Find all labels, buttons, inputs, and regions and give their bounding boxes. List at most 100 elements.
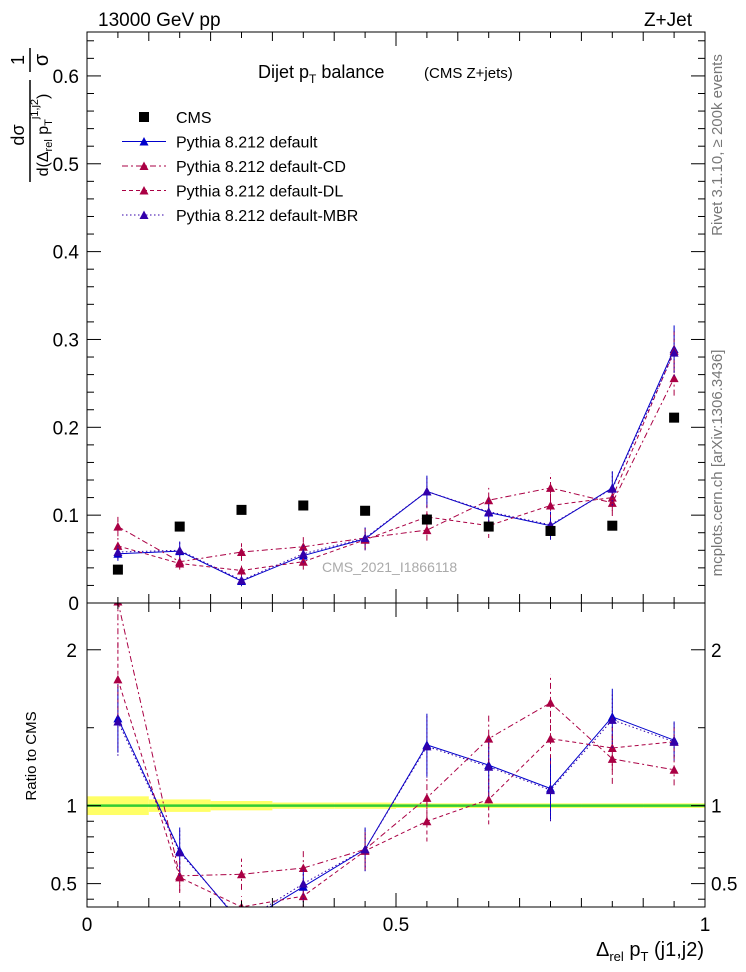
series-point-dashdot bbox=[669, 373, 679, 383]
ratio-point-solid bbox=[237, 920, 246, 929]
main-ytick-label: 0.4 bbox=[53, 243, 80, 264]
ratio-point-dashdot bbox=[298, 863, 308, 873]
legend-label: CMS bbox=[176, 110, 212, 127]
xtick-label: 0.5 bbox=[383, 915, 409, 936]
ratio-frame bbox=[86, 602, 706, 908]
cms-data-point bbox=[174, 521, 185, 532]
series-point-dotted bbox=[175, 545, 185, 555]
ratio-point-dashed bbox=[298, 891, 308, 901]
ratio-series-line-dotted bbox=[117, 719, 675, 907]
cms-data-point bbox=[236, 504, 247, 515]
cms-data-point bbox=[607, 520, 618, 531]
series-point-dashed bbox=[237, 565, 246, 575]
series-point-dotted bbox=[298, 549, 308, 558]
ratio-point-dotted bbox=[607, 715, 617, 724]
ratio-ytick-label-right: 0.5 bbox=[711, 875, 737, 896]
series-point-dashdot bbox=[237, 547, 246, 557]
cms-data-point bbox=[298, 500, 309, 511]
ratio-ytick-label: 2 bbox=[66, 641, 77, 662]
series-line-solid bbox=[117, 348, 675, 582]
ratio-point-dashdot bbox=[669, 765, 679, 774]
x-axis-label: Δrel pT (j1,j2) bbox=[596, 939, 704, 964]
main-ytick-label: 0 bbox=[68, 594, 79, 615]
ratio-ytick-label-right: 1 bbox=[711, 797, 722, 818]
main-ytick-label: 0.3 bbox=[53, 330, 79, 351]
plot-title-tail: balance bbox=[316, 62, 384, 82]
series-line-dotted bbox=[117, 352, 675, 581]
legend: CMS Pythia 8.212 default Pythia 8.212 defa… bbox=[122, 110, 358, 225]
ratio-point-dotted bbox=[422, 741, 432, 751]
ratio-panel: 0.5 0.51 12 20 0.5 1 bbox=[51, 603, 737, 936]
legend-label: Pythia 8.212 default-DL bbox=[176, 184, 343, 201]
cms-data-point bbox=[483, 521, 494, 532]
legend-label: Pythia 8.212 default-MBR bbox=[176, 208, 358, 225]
legend-marker-solid bbox=[139, 137, 149, 146]
ratio-point-dotted bbox=[669, 737, 679, 746]
xtick-label: 0 bbox=[82, 915, 93, 936]
series-point-dashdot bbox=[546, 483, 555, 492]
header-process-label: Z+Jet bbox=[644, 10, 693, 31]
cms-data-point bbox=[360, 505, 371, 516]
cms-data-point bbox=[112, 564, 123, 575]
main-ytick-label: 0.6 bbox=[53, 67, 79, 88]
legend-marker-dashdot bbox=[139, 161, 149, 170]
series-point-dotted bbox=[422, 486, 432, 496]
ratio-point-dotted bbox=[546, 785, 555, 795]
ratio-point-dashdot bbox=[546, 698, 555, 707]
cms-data-point bbox=[545, 525, 556, 536]
ratio-point-dashed bbox=[484, 794, 494, 804]
legend-label: Pythia 8.212 default bbox=[176, 135, 318, 152]
ylabel-frac-num: 1 bbox=[8, 55, 28, 65]
side-label-mcplots: mcplots.cern.ch [arXiv:1306.3436] bbox=[709, 350, 726, 577]
series-point-dotted bbox=[360, 533, 370, 542]
ratio-series-line-solid bbox=[117, 716, 675, 907]
ratio-series-line-dashed bbox=[117, 679, 675, 907]
ratio-series-line-dashdot bbox=[117, 603, 675, 877]
ratio-plot-area bbox=[87, 603, 705, 929]
header-energy-label: 13000 GeV pp bbox=[98, 10, 221, 31]
ratio-point-dotted bbox=[175, 847, 185, 857]
main-panel: 0 0.1 0.2 0.3 0.4 0.5 0.6 bbox=[53, 32, 706, 615]
ratio-point-dashed bbox=[546, 734, 555, 743]
xlabel-p: p bbox=[624, 939, 641, 961]
xlabel-tail: (j1,j2) bbox=[648, 939, 704, 961]
ratio-point-dashdot bbox=[237, 869, 246, 879]
series-line-dashed bbox=[117, 350, 675, 572]
xlabel-delta: Δ bbox=[596, 939, 609, 961]
cms-data-point bbox=[669, 412, 680, 423]
legend-label: Pythia 8.212 default-CD bbox=[176, 159, 346, 176]
ylabel-num: dσ bbox=[8, 124, 28, 145]
series-point-dotted bbox=[669, 348, 679, 357]
xtick-label: 1 bbox=[700, 915, 711, 936]
series-point-dashed bbox=[546, 500, 555, 510]
ratio-point-dashdot bbox=[422, 793, 432, 802]
plot-title-paren: (CMS Z+jets) bbox=[424, 65, 513, 82]
ratio-ytick-label: 1 bbox=[66, 797, 77, 818]
legend-marker-dotted bbox=[139, 210, 149, 219]
ratio-point-dotted bbox=[360, 844, 370, 854]
ratio-point-dotted bbox=[237, 918, 246, 927]
series-point-dotted bbox=[484, 507, 494, 516]
side-label-rivet: Rivet 3.1.10, ≥ 200k events bbox=[709, 54, 726, 236]
series-line-dashdot bbox=[117, 377, 675, 563]
series-point-dashed bbox=[175, 558, 185, 568]
ratio-ylabel: Ratio to CMS bbox=[23, 711, 40, 800]
ratio-ytick-label-right: 2 bbox=[711, 641, 722, 662]
ylabel-frac-den: σ bbox=[31, 53, 53, 66]
ratio-point-dashed bbox=[422, 816, 432, 826]
main-plot-area bbox=[112, 325, 680, 587]
xlabel-T: T bbox=[640, 949, 648, 964]
legend-marker-cms bbox=[139, 112, 149, 122]
plot-title-main: Dijet p bbox=[258, 62, 309, 82]
plot-title-sub: T bbox=[309, 72, 317, 86]
analysis-watermark: CMS_2021_I1866118 bbox=[322, 559, 457, 575]
ylabel-den: d(Δrel pTj1,j2) bbox=[29, 94, 55, 177]
series-point-dotted bbox=[607, 484, 617, 493]
ratio-point-dotted bbox=[298, 879, 308, 888]
ratio-point-dotted bbox=[484, 762, 494, 771]
plot-title: Dijet pT balance bbox=[258, 62, 384, 86]
ratio-ytick-label: 0.5 bbox=[51, 875, 77, 896]
ratio-point-dashed bbox=[175, 872, 185, 882]
main-ytick-label: 0.2 bbox=[53, 418, 79, 439]
